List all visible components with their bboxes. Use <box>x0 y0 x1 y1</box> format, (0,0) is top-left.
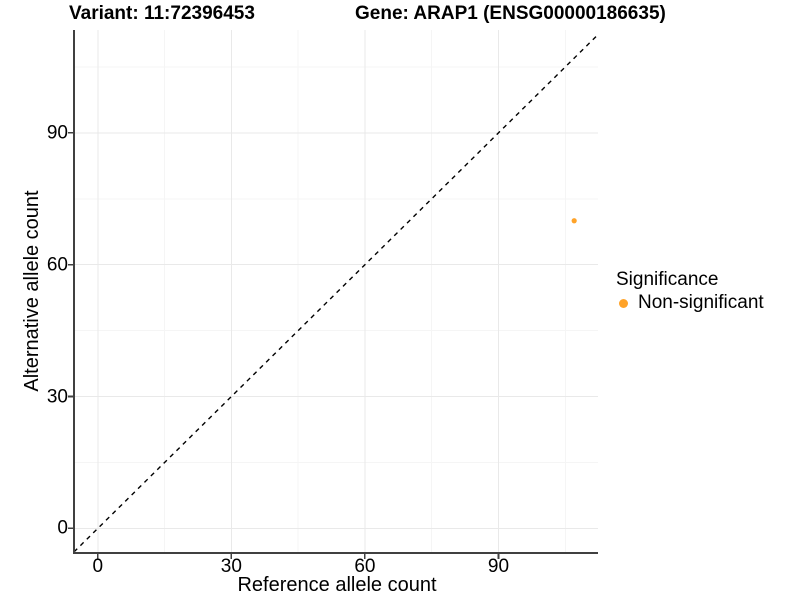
x-axis-title: Reference allele count <box>237 574 437 596</box>
y-axis-title: Alternative allele count <box>21 190 43 392</box>
legend: Significance Non-significant <box>614 268 764 315</box>
legend-point-icon <box>618 298 628 308</box>
data-point <box>571 218 577 224</box>
legend-key <box>614 298 632 308</box>
plot-title-variant: Variant: 11:72396453 <box>69 3 255 24</box>
legend-item: Non-significant <box>614 291 764 315</box>
plot-title-gene: Gene: ARAP1 (ENSG00000186635) <box>355 3 666 24</box>
legend-item-label: Non-significant <box>638 292 764 313</box>
legend-title: Significance <box>616 269 719 290</box>
